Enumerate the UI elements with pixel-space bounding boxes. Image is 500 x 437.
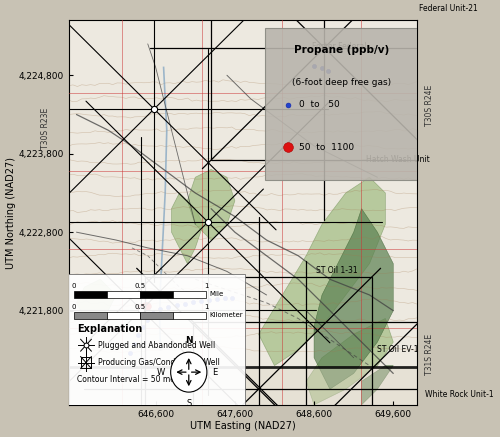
Bar	[74, 312, 107, 319]
Bar	[107, 312, 140, 319]
Text: (6-foot deep free gas): (6-foot deep free gas)	[292, 78, 391, 87]
Text: Hatch Wash Unit: Hatch Wash Unit	[366, 155, 430, 164]
Text: 0: 0	[72, 283, 76, 289]
Bar	[68, 367, 417, 405]
Text: 0.5: 0.5	[134, 304, 145, 310]
Text: 50  to  1100: 50 to 1100	[298, 143, 354, 152]
Text: 0: 0	[72, 304, 76, 310]
Polygon shape	[314, 208, 394, 389]
Text: T30S R24E: T30S R24E	[424, 84, 434, 125]
Text: E: E	[212, 368, 218, 377]
Polygon shape	[188, 170, 235, 240]
Text: T30S R23E: T30S R23E	[42, 108, 50, 149]
Polygon shape	[258, 177, 386, 366]
Polygon shape	[306, 319, 394, 405]
Text: ST Oil 1-31: ST Oil 1-31	[316, 266, 358, 275]
Polygon shape	[172, 193, 203, 264]
Y-axis label: UTM Northing (NAD27): UTM Northing (NAD27)	[6, 156, 16, 269]
Bar	[193, 322, 420, 437]
Bar	[173, 291, 206, 298]
Text: W: W	[157, 368, 166, 377]
Text: Mile: Mile	[210, 291, 224, 297]
Bar	[211, 0, 438, 160]
Text: ST Oil EV-1: ST Oil EV-1	[378, 345, 419, 354]
Text: Producing Gas/Condensate Well: Producing Gas/Condensate Well	[98, 358, 220, 367]
Text: 0  to   50: 0 to 50	[298, 101, 340, 109]
Bar	[140, 291, 173, 298]
Text: S: S	[186, 399, 192, 408]
Text: Propane (ppb/v): Propane (ppb/v)	[294, 45, 389, 55]
Text: Foster Federal: Foster Federal	[312, 42, 367, 51]
Text: T31S R24E: T31S R24E	[424, 334, 434, 375]
Text: Kilometer: Kilometer	[210, 312, 244, 318]
Circle shape	[170, 352, 207, 392]
FancyBboxPatch shape	[67, 274, 244, 407]
Text: 1: 1	[204, 304, 208, 310]
Text: White Rock Unit-1: White Rock Unit-1	[425, 390, 494, 399]
Text: Federal Unit-21: Federal Unit-21	[420, 4, 478, 13]
Polygon shape	[362, 366, 394, 405]
X-axis label: UTM Easting (NAD27): UTM Easting (NAD27)	[190, 421, 296, 431]
Polygon shape	[76, 279, 116, 319]
FancyBboxPatch shape	[266, 28, 417, 180]
Text: 1: 1	[204, 283, 208, 289]
Text: Explanation: Explanation	[78, 324, 142, 334]
Text: N: N	[185, 336, 192, 345]
Text: Contour Interval = 50 meters: Contour Interval = 50 meters	[78, 375, 190, 384]
Bar	[81, 357, 91, 368]
Bar	[173, 312, 206, 319]
Text: Plugged and Abandonded Well: Plugged and Abandonded Well	[98, 341, 216, 350]
Bar	[140, 312, 173, 319]
Bar	[107, 291, 140, 298]
Text: 0.5: 0.5	[134, 283, 145, 289]
Bar	[146, 277, 372, 437]
Bar	[74, 291, 107, 298]
